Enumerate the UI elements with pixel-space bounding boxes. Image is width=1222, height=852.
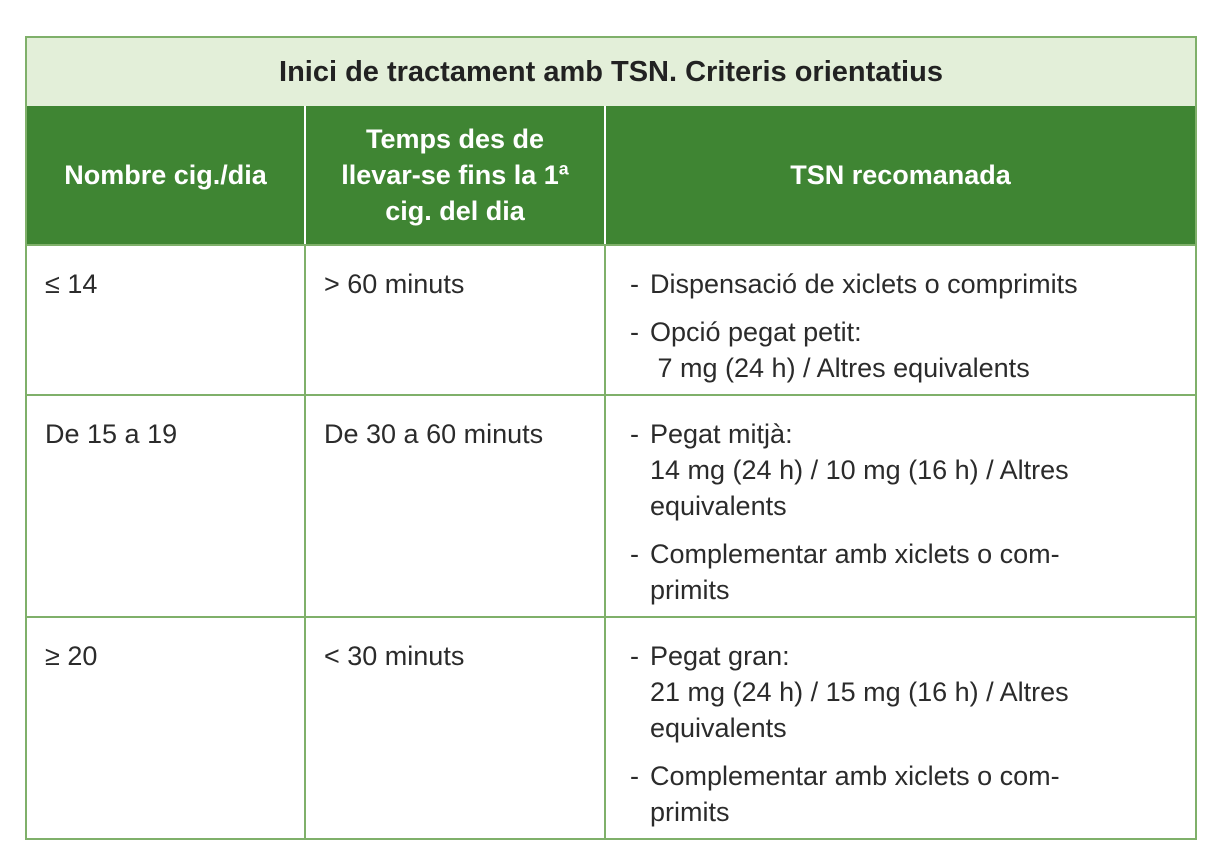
cell-time: > 60 minuts (306, 246, 606, 394)
recommendation-line: equivalents (650, 713, 787, 743)
recommendation-line: primits (650, 575, 730, 605)
recommendation-line: Dispensació de xiclets o comprimits (650, 269, 1078, 299)
header-time-to-first-cigarette: Temps des de llevar-se fins la 1ª cig. d… (306, 106, 606, 244)
header-recommended-nrt: TSN recomanada (790, 160, 1011, 190)
recommendation-line: 14 mg (24 h) / 10 mg (16 h) / Altres (650, 455, 1069, 485)
recommendation-item: - Dispensació de xiclets o comprimits (630, 266, 1183, 302)
header-time-line: llevar-se fins la 1ª (341, 160, 569, 190)
table-row: ≤ 14 > 60 minuts - Dispensació de xiclet… (27, 244, 1195, 394)
cell-time: De 30 a 60 minuts (306, 396, 606, 616)
header-time-line: Temps des de (365, 124, 545, 154)
nrt-criteria-table: Inici de tractament amb TSN. Criteris or… (25, 36, 1197, 840)
dash-bullet: - (630, 269, 639, 299)
recommendation-item: - Pegat mitjà: 14 mg (24 h) / 10 mg (16 … (630, 416, 1183, 524)
table-row: De 15 a 19 De 30 a 60 minuts - Pegat mit… (27, 394, 1195, 616)
recommendation-line: Complementar amb xiclets o com- (650, 539, 1060, 569)
cell-cigarettes: De 15 a 19 (27, 396, 306, 616)
recommendation-line: equivalents (650, 491, 787, 521)
table-title: Inici de tractament amb TSN. Criteris or… (27, 38, 1195, 106)
recommendation-line: primits (650, 797, 730, 827)
dash-bullet: - (630, 317, 639, 347)
cell-recommendation: - Pegat gran: 21 mg (24 h) / 15 mg (16 h… (606, 618, 1195, 838)
table-row: ≥ 20 < 30 minuts - Pegat gran: 21 mg (24… (27, 616, 1195, 838)
dash-bullet: - (630, 761, 639, 791)
cell-recommendation: - Dispensació de xiclets o comprimits - … (606, 246, 1195, 394)
cell-cigarettes: ≤ 14 (27, 246, 306, 394)
recommendation-line: Pegat mitjà: (650, 419, 793, 449)
cell-time: < 30 minuts (306, 618, 606, 838)
recommendation-line: 7 mg (24 h) / Altres equivalents (650, 353, 1030, 383)
recommendation-line: Pegat gran: (650, 641, 790, 671)
table-header-row: Nombre cig./dia Temps des de llevar-se f… (27, 106, 1195, 244)
recommendation-item: - Pegat gran: 21 mg (24 h) / 15 mg (16 h… (630, 638, 1183, 746)
recommendation-line: Complementar amb xiclets o com- (650, 761, 1060, 791)
recommendation-line: 21 mg (24 h) / 15 mg (16 h) / Altres (650, 677, 1069, 707)
recommendation-item: - Opció pegat petit: 7 mg (24 h) / Altre… (630, 314, 1183, 386)
recommendation-line: Opció pegat petit: (650, 317, 862, 347)
header-cigarettes-per-day: Nombre cig./dia (27, 106, 306, 244)
dash-bullet: - (630, 641, 639, 671)
header-time-line: cig. del dia (385, 196, 525, 226)
dash-bullet: - (630, 419, 639, 449)
recommendation-item: - Complementar amb xiclets o com- primit… (630, 758, 1183, 830)
cell-recommendation: - Pegat mitjà: 14 mg (24 h) / 10 mg (16 … (606, 396, 1195, 616)
dash-bullet: - (630, 539, 639, 569)
recommendation-item: - Complementar amb xiclets o com- primit… (630, 536, 1183, 608)
cell-cigarettes: ≥ 20 (27, 618, 306, 838)
